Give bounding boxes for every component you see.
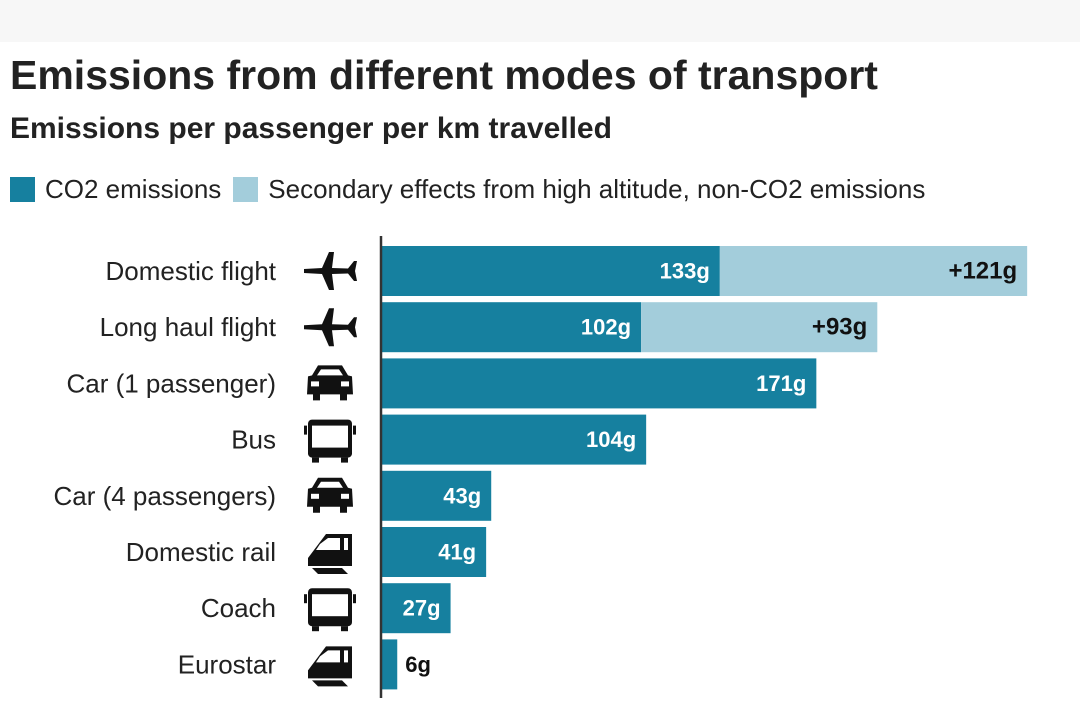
category-label: Long haul flight: [100, 312, 277, 342]
value-label-secondary: +121g: [948, 258, 1017, 285]
bar-co2: [382, 470, 492, 521]
category-label: Car (1 passenger): [66, 368, 276, 398]
value-label-co2: 171g: [756, 371, 806, 396]
value-label-co2: 41g: [438, 540, 476, 565]
top-band: [0, 0, 1080, 42]
legend-label-co2: CO2 emissions: [45, 173, 222, 204]
bar-secondary: [641, 302, 878, 353]
category-label: Domestic rail: [126, 537, 276, 567]
legend-item-secondary: Secondary effects from high altitude, no…: [233, 174, 925, 205]
category-label: Bus: [231, 425, 276, 455]
bar-co2: [382, 414, 647, 465]
legend-item-co2: CO2 emissions: [10, 174, 221, 205]
car-icon: [307, 477, 353, 513]
legend-label-secondary: Secondary effects from high altitude, no…: [268, 173, 926, 204]
train-icon: [308, 534, 352, 574]
bar-co2: [382, 246, 720, 296]
category-label: Domestic flight: [106, 256, 277, 286]
value-label-co2: 133g: [660, 259, 710, 284]
plane-icon: [304, 308, 357, 347]
legend-swatch-secondary: [233, 176, 259, 202]
bar-co2: [382, 302, 642, 353]
bars: [382, 246, 1028, 690]
train-icon: [308, 646, 352, 687]
category-label: Eurostar: [178, 649, 277, 679]
bar-co2: [382, 639, 398, 690]
bar-co2: [382, 583, 451, 634]
category-label: Coach: [201, 593, 276, 623]
legend: CO2 emissions Secondary effects from hig…: [10, 172, 937, 206]
bar-secondary: [719, 246, 1028, 296]
value-label-secondary: +93g: [812, 314, 867, 341]
legend-swatch-co2: [10, 176, 35, 202]
bar-co2: [382, 527, 487, 577]
value-label-co2: 27g: [403, 596, 441, 621]
chart-title: Emissions from different modes of transp…: [10, 52, 878, 98]
bar-co2: [382, 358, 817, 409]
value-label-co2: 104g: [586, 427, 636, 452]
plane-icon: [304, 252, 357, 290]
chart-subtitle: Emissions per passenger per km travelled: [10, 112, 612, 145]
value-label-co2: 6g: [405, 652, 431, 677]
car-icon: [307, 365, 353, 401]
bus-icon: [304, 588, 356, 632]
category-labels: Domestic flight Long haul flight Car (1 pa…: [53, 256, 276, 679]
bus-icon: [304, 419, 356, 463]
value-label-co2: 43g: [443, 483, 481, 508]
category-label: Car (4 passengers): [53, 481, 276, 511]
category-icons: [304, 252, 357, 687]
value-labels: 133g +121g 102g +93g 171g 104g 43g 41g 27g 6g: [403, 258, 1018, 677]
value-label-co2: 102g: [581, 315, 631, 340]
